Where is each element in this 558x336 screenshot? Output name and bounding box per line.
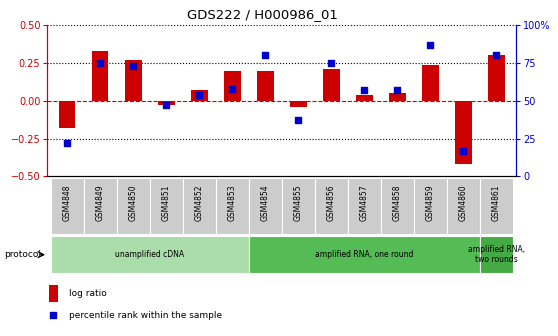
Point xyxy=(62,140,71,146)
Point xyxy=(261,53,270,58)
Point xyxy=(492,53,501,58)
Text: amplified RNA, one round: amplified RNA, one round xyxy=(315,250,413,259)
Text: GSM4859: GSM4859 xyxy=(426,185,435,221)
Bar xyxy=(249,236,480,273)
Text: GSM4851: GSM4851 xyxy=(162,185,171,221)
Bar xyxy=(290,101,306,107)
Text: GSM4855: GSM4855 xyxy=(294,185,303,221)
Bar xyxy=(348,178,381,234)
Bar xyxy=(117,178,150,234)
Bar xyxy=(150,178,183,234)
Point xyxy=(195,92,204,97)
Bar xyxy=(356,95,373,101)
Text: GSM4858: GSM4858 xyxy=(393,185,402,221)
Point xyxy=(426,42,435,48)
Bar xyxy=(158,101,175,106)
Bar xyxy=(191,90,208,101)
Text: percentile rank within the sample: percentile rank within the sample xyxy=(69,310,222,320)
Bar xyxy=(183,178,216,234)
Bar xyxy=(125,60,142,101)
Bar xyxy=(447,178,480,234)
Text: amplified RNA,
two rounds: amplified RNA, two rounds xyxy=(468,245,525,264)
Bar xyxy=(455,101,472,164)
Text: protocol: protocol xyxy=(4,250,41,259)
Bar xyxy=(488,55,504,101)
Text: GSM4856: GSM4856 xyxy=(327,185,336,221)
Bar xyxy=(249,178,282,234)
Bar xyxy=(480,178,513,234)
Text: GSM4853: GSM4853 xyxy=(228,185,237,221)
Point xyxy=(327,60,336,66)
Bar xyxy=(51,236,249,273)
Point xyxy=(129,63,138,69)
Bar xyxy=(315,178,348,234)
Bar xyxy=(480,236,513,273)
Bar xyxy=(216,178,249,234)
Point xyxy=(459,148,468,153)
Text: log ratio: log ratio xyxy=(69,289,107,298)
Text: GSM4852: GSM4852 xyxy=(195,185,204,221)
Text: GDS222 / H000986_01: GDS222 / H000986_01 xyxy=(187,8,338,22)
Bar xyxy=(92,51,108,101)
Text: GSM4860: GSM4860 xyxy=(459,185,468,221)
Bar xyxy=(49,285,57,302)
Point xyxy=(228,86,237,91)
Text: GSM4854: GSM4854 xyxy=(261,185,270,221)
Bar xyxy=(51,178,84,234)
Point xyxy=(393,88,402,93)
Point xyxy=(162,103,171,108)
Bar xyxy=(323,69,340,101)
Point xyxy=(96,60,105,66)
Text: GSM4850: GSM4850 xyxy=(129,185,138,221)
Bar xyxy=(381,178,414,234)
Point xyxy=(360,88,369,93)
Text: unamplified cDNA: unamplified cDNA xyxy=(115,250,184,259)
Text: GSM4848: GSM4848 xyxy=(62,185,72,221)
Bar xyxy=(84,178,117,234)
Point xyxy=(49,312,57,318)
Bar xyxy=(389,93,406,101)
Bar xyxy=(282,178,315,234)
Text: GSM4861: GSM4861 xyxy=(492,185,501,221)
Bar xyxy=(224,71,240,101)
Point xyxy=(294,118,303,123)
Text: GSM4857: GSM4857 xyxy=(360,185,369,221)
Bar xyxy=(422,65,439,101)
Bar xyxy=(414,178,447,234)
Bar xyxy=(59,101,75,128)
Bar xyxy=(257,71,273,101)
Text: GSM4849: GSM4849 xyxy=(96,185,105,221)
